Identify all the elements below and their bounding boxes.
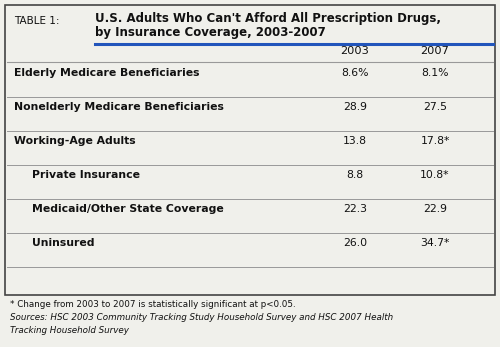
Text: Working-Age Adults: Working-Age Adults — [14, 136, 136, 146]
Text: 27.5: 27.5 — [423, 102, 447, 112]
Text: 2003: 2003 — [340, 46, 370, 56]
Text: Elderly Medicare Beneficiaries: Elderly Medicare Beneficiaries — [14, 68, 200, 78]
Text: 13.8: 13.8 — [343, 136, 367, 146]
Text: 22.3: 22.3 — [343, 204, 367, 214]
Text: Private Insurance: Private Insurance — [32, 170, 140, 180]
Bar — [5, 5, 495, 295]
Text: Uninsured: Uninsured — [32, 238, 94, 248]
Text: 34.7*: 34.7* — [420, 238, 450, 248]
Text: 10.8*: 10.8* — [420, 170, 450, 180]
Text: Nonelderly Medicare Beneficiaries: Nonelderly Medicare Beneficiaries — [14, 102, 224, 112]
Text: 8.1%: 8.1% — [421, 68, 449, 78]
Text: 22.9: 22.9 — [423, 204, 447, 214]
Text: 8.6%: 8.6% — [341, 68, 369, 78]
Text: by Insurance Coverage, 2003-2007: by Insurance Coverage, 2003-2007 — [95, 26, 326, 39]
Text: TABLE 1:: TABLE 1: — [14, 16, 60, 26]
Text: 8.8: 8.8 — [346, 170, 364, 180]
Text: Medicaid/Other State Coverage: Medicaid/Other State Coverage — [32, 204, 224, 214]
Text: 28.9: 28.9 — [343, 102, 367, 112]
Text: Tracking Household Survey: Tracking Household Survey — [10, 326, 129, 335]
Text: 26.0: 26.0 — [343, 238, 367, 248]
Text: Sources: HSC 2003 Community Tracking Study Household Survey and HSC 2007 Health: Sources: HSC 2003 Community Tracking Stu… — [10, 313, 393, 322]
Text: 2007: 2007 — [420, 46, 450, 56]
Text: * Change from 2003 to 2007 is statistically significant at p<0.05.: * Change from 2003 to 2007 is statistica… — [10, 300, 296, 309]
Text: U.S. Adults Who Can't Afford All Prescription Drugs,: U.S. Adults Who Can't Afford All Prescri… — [95, 12, 441, 25]
Text: 17.8*: 17.8* — [420, 136, 450, 146]
